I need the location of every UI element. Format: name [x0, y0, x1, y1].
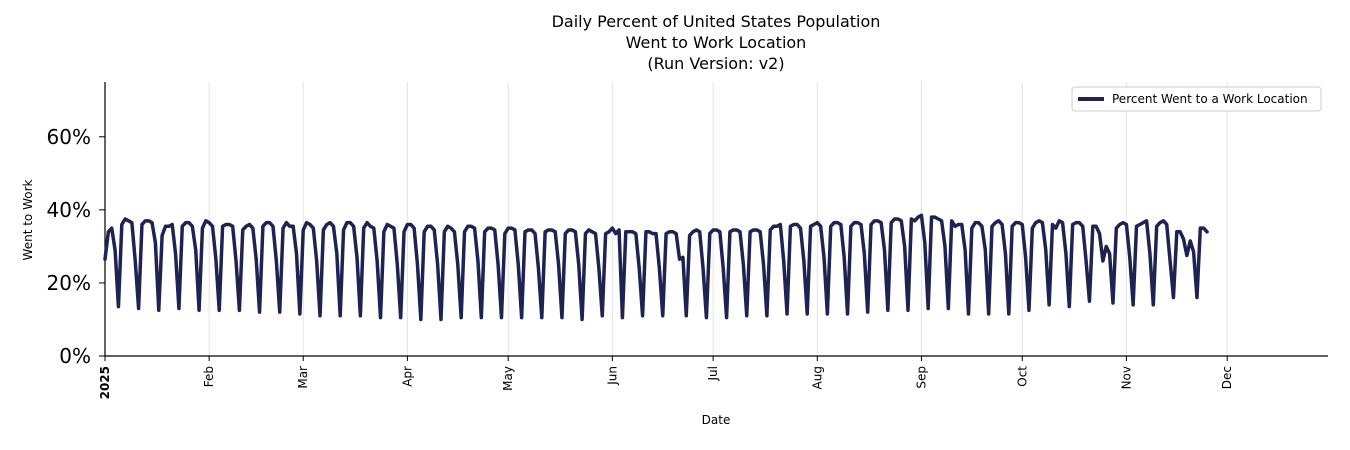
y-ticks: 0% 20% 40% 60% [47, 125, 105, 368]
x-tick-label-oct: Oct [1015, 366, 1029, 387]
x-tick-label-mar: Mar [296, 366, 310, 389]
y-tick-label-60: 60% [47, 125, 91, 149]
grid-lines [208, 82, 1228, 356]
chart-title: Daily Percent of United States Populatio… [552, 12, 881, 73]
x-tick-label-jun: Jun [605, 366, 619, 386]
legend: Percent Went to a Work Location [1071, 86, 1322, 112]
x-tick-label-jul: Jul [706, 366, 720, 381]
legend-label: Percent Went to a Work Location [1112, 92, 1308, 106]
x-tick-label-may: May [501, 366, 515, 391]
x-ticks: 2025 Feb Mar Apr May Jun Jul Aug Sep Oct Nov Dec [98, 356, 1234, 399]
series-line-0 [103, 213, 1209, 322]
series-layer [103, 213, 1209, 322]
x-tick-label-nov: Nov [1119, 366, 1133, 389]
x-tick-label-sep: Sep [914, 366, 928, 389]
x-tick-label-2025: 2025 [98, 366, 112, 399]
chart-title-line-3: (Run Version: v2) [647, 54, 784, 73]
x-axis-label: Date [702, 413, 731, 427]
x-tick-label-feb: Feb [202, 366, 216, 387]
chart-title-line-1: Daily Percent of United States Populatio… [552, 12, 881, 31]
x-tick-label-aug: Aug [810, 366, 824, 389]
y-tick-label-20: 20% [47, 271, 91, 295]
y-tick-label-0: 0% [59, 344, 91, 368]
axes [104, 82, 1328, 357]
x-tick-label-apr: Apr [400, 366, 414, 387]
legend-box [1071, 86, 1322, 112]
x-tick-label-dec: Dec [1220, 366, 1234, 389]
y-tick-label-40: 40% [47, 198, 91, 222]
y-axis-label: Went to Work [21, 179, 35, 260]
chart-title-line-2: Went to Work Location [626, 33, 807, 52]
